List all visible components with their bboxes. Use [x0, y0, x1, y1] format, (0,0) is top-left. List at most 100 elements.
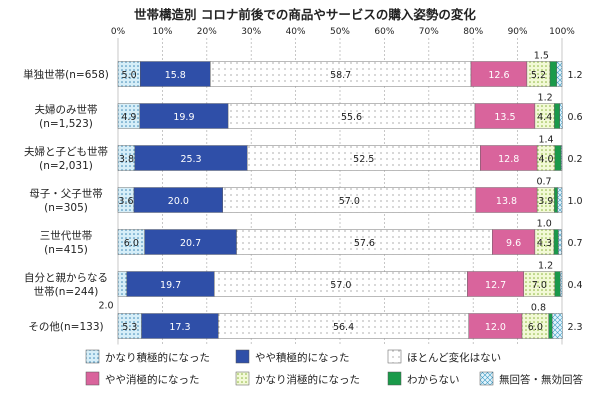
- category-label: (n=305): [44, 202, 88, 214]
- legend-label: やや消極的になった: [105, 373, 200, 386]
- legend-swatch: [387, 371, 402, 386]
- category-labels: 単独世帯(n=658) 夫婦のみ世帯 (n=1,523) 夫婦と子ども世帯 (n=2,0…: [23, 68, 109, 333]
- bar-segment: [558, 229, 562, 255]
- category-label: 世帯(n=244): [34, 285, 99, 298]
- data-label: 13.8: [496, 196, 517, 207]
- x-axis: 0% 10% 20% 30% 40% 50% 60% 70% 80% 90% 100%: [111, 27, 575, 37]
- bar-segment: [559, 103, 563, 129]
- bar-segment: [556, 61, 563, 87]
- legend-swatch: [235, 371, 250, 386]
- bar-segment: [474, 103, 536, 129]
- data-label: 19.7: [160, 280, 181, 291]
- data-label: 20.0: [168, 196, 189, 207]
- data-label: 1.2: [567, 70, 582, 81]
- bar-segment: [133, 187, 223, 213]
- x-tick-label: 20%: [197, 27, 217, 37]
- data-label: 20.7: [180, 238, 201, 249]
- bar-segment: [560, 271, 563, 297]
- bar-segment: [134, 145, 248, 171]
- data-label: 12.6: [488, 70, 509, 81]
- data-label: 57.0: [339, 196, 360, 207]
- bar-segment: [554, 187, 558, 213]
- category-label: 自分と親からなる: [24, 271, 108, 284]
- data-label: 7.0: [532, 280, 547, 291]
- data-label: 0.8: [531, 303, 546, 314]
- legend-swatch: [85, 349, 100, 364]
- legend-label: わからない: [407, 374, 460, 386]
- x-tick-label: 70%: [419, 27, 439, 37]
- data-label: 6.0: [124, 238, 139, 249]
- x-tick-label: 80%: [463, 27, 483, 37]
- bar-segment: [126, 271, 215, 297]
- bar-segment: [218, 313, 469, 339]
- data-label: 2.0: [98, 301, 113, 312]
- bar-segment: [117, 271, 128, 297]
- data-label: 4.0: [538, 154, 553, 165]
- data-label: 52.5: [353, 154, 374, 165]
- bar-segment: [467, 271, 525, 297]
- data-label: 1.5: [534, 51, 549, 62]
- legend-swatch: [85, 371, 100, 386]
- category-label: その他(n=133): [28, 320, 103, 333]
- bar-segment: [227, 103, 476, 129]
- legend-label: かなり積極的になった: [105, 351, 210, 364]
- bar-segment: [141, 313, 219, 339]
- x-tick-label: 60%: [374, 27, 394, 37]
- bar-segment: [554, 145, 562, 171]
- legend-label: かなり消極的になった: [255, 373, 360, 386]
- x-tick-label: 50%: [330, 27, 350, 37]
- data-label: 4.4: [537, 112, 552, 123]
- legend-label: 無回答・無効回答: [499, 373, 583, 386]
- bar-segment: [492, 229, 536, 255]
- bar-segment: [470, 61, 528, 87]
- bar-segment: [144, 229, 237, 255]
- bar-segment: [554, 271, 561, 297]
- data-label: 25.3: [180, 154, 201, 165]
- bar-segment: [552, 313, 563, 339]
- bar-segment: [560, 145, 563, 171]
- chart-title: 世帯構造別 コロナ前後での商品やサービスの購入姿勢の変化: [134, 7, 476, 22]
- data-label: 6.0: [528, 322, 543, 333]
- bar-segment: [548, 313, 553, 339]
- data-label: 17.3: [169, 322, 190, 333]
- data-label: 3.8: [119, 154, 134, 165]
- bar-segment: [139, 61, 211, 87]
- x-tick-label: 90%: [508, 27, 528, 37]
- data-label: 1.4: [538, 135, 553, 146]
- data-label: 0.4: [567, 280, 582, 291]
- data-label: 4.3: [537, 238, 552, 249]
- data-label: 5.2: [531, 70, 546, 81]
- category-label: (n=1,523): [39, 118, 93, 130]
- data-label: 0.2: [567, 154, 582, 165]
- category-label: (n=415): [44, 244, 88, 256]
- data-label: 0.7: [536, 177, 551, 188]
- legend-swatch: [387, 349, 402, 364]
- data-label: 1.2: [538, 261, 553, 272]
- data-label: 15.8: [165, 70, 186, 81]
- data-label: 2.3: [567, 322, 582, 333]
- bar-segment: [117, 229, 145, 255]
- data-label: 12.0: [485, 322, 506, 333]
- x-tick-label: 0%: [111, 27, 126, 37]
- bar-segment: [214, 271, 468, 297]
- bar-segment: [222, 187, 477, 213]
- category-label: 母子・父子世帯: [29, 187, 103, 200]
- legend-label: ほとんど変化はない: [407, 351, 501, 364]
- bars: 5.0 15.8 58.7 12.6 5.2 1.5 1.2 4.9 19.9 55.6 13.5 4…: [98, 51, 583, 339]
- category-label: 夫婦のみ世帯: [35, 103, 98, 116]
- x-tick-label: 100%: [549, 27, 575, 37]
- data-label: 57.6: [354, 238, 375, 249]
- data-label: 1.0: [537, 219, 552, 230]
- data-label: 5.0: [122, 70, 137, 81]
- bar-segment: [480, 145, 538, 171]
- data-label: 12.7: [485, 280, 506, 291]
- data-label: 19.9: [173, 112, 194, 123]
- data-label: 13.5: [494, 112, 515, 123]
- data-label: 55.6: [341, 112, 362, 123]
- bar-segment: [475, 187, 538, 213]
- category-label: 夫婦と子ども世帯: [24, 145, 108, 158]
- x-tick-label: 40%: [286, 27, 306, 37]
- data-label: 5.3: [122, 322, 137, 333]
